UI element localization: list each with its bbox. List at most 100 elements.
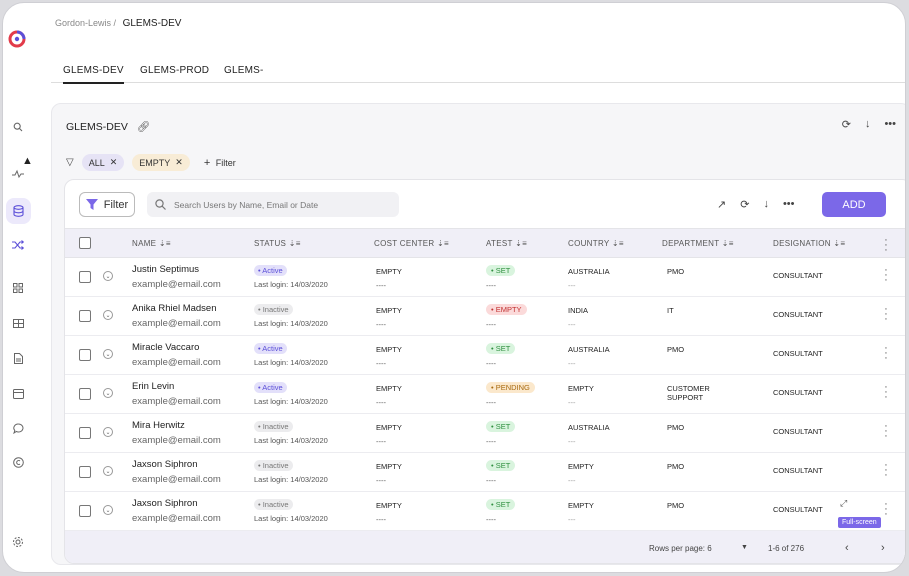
close-icon[interactable]: ✕	[175, 157, 183, 167]
copyright-icon[interactable]	[9, 453, 27, 471]
chevron-right-icon[interactable]: ›	[881, 542, 885, 554]
add-button[interactable]: ADD	[822, 192, 886, 217]
more-icon[interactable]: •••	[782, 198, 795, 210]
status-badge: • Active	[254, 265, 287, 276]
close-icon[interactable]: ✕	[109, 157, 118, 167]
header-designation[interactable]: DESIGNATION ⇣≡	[773, 239, 845, 248]
user-name[interactable]: Jaxson Siphron	[132, 498, 198, 509]
row-menu-icon[interactable]: · · ·	[884, 264, 888, 286]
user-name[interactable]: Anika Rhiel Madsen	[132, 303, 217, 314]
row-checkbox[interactable]	[79, 388, 91, 400]
app-logo-icon[interactable]	[8, 29, 26, 49]
tab-glems[interactable]: GLEMS-	[224, 65, 264, 76]
user-name[interactable]: Justin Septimus	[132, 264, 200, 275]
header-department[interactable]: DEPARTMENT ⇣≡	[662, 239, 734, 248]
shuffle-icon[interactable]	[9, 236, 27, 254]
filter-funnel-icon[interactable]: ▽	[66, 157, 74, 168]
row-checkbox[interactable]	[79, 271, 91, 283]
table-row[interactable]: ⌄ Mira Herwitz example@email.com • Inactive…	[65, 414, 905, 453]
more-icon[interactable]: •••	[884, 118, 896, 130]
refresh-icon[interactable]: ⟳	[841, 119, 851, 131]
cost-center-sub: ----	[376, 476, 386, 485]
row-checkbox[interactable]	[79, 505, 91, 517]
panel-title-text: GLEMS-DEV	[66, 121, 128, 133]
rows-per-page[interactable]: Rows per page: 6	[649, 544, 712, 553]
chip-all[interactable]: ALL ✕	[81, 154, 125, 171]
chip-empty[interactable]: EMPTY ✕	[132, 154, 190, 171]
select-all-checkbox[interactable]	[79, 237, 91, 249]
user-name[interactable]: Jaxson Siphron	[132, 459, 198, 470]
link-icon[interactable]: 🔗︎	[136, 121, 151, 133]
filter-button[interactable]: Filter	[79, 192, 135, 217]
download-icon[interactable]: ↓	[864, 118, 871, 130]
download-icon[interactable]: ↓	[763, 198, 769, 210]
chevron-down-icon[interactable]: ⌄	[103, 505, 113, 515]
chat-icon[interactable]	[9, 419, 27, 437]
add-filter-button[interactable]: + Filter	[198, 157, 236, 169]
chevron-left-icon[interactable]: ‹	[845, 542, 849, 554]
status-badge: • Active	[254, 343, 287, 354]
row-checkbox[interactable]	[79, 349, 91, 361]
user-email: example@email.com	[132, 474, 221, 485]
sort-icon: ⇣≡	[833, 239, 846, 248]
expand-arrow-icon[interactable]: ↗	[717, 199, 727, 211]
table-row[interactable]: ⌄ Jaxson Siphron example@email.com • Inacti…	[65, 453, 905, 492]
header-status[interactable]: STATUS ⇣≡	[254, 239, 301, 248]
row-checkbox[interactable]	[79, 427, 91, 439]
table-row[interactable]: ⌄ Anika Rhiel Madsen example@email.com • In…	[65, 297, 905, 336]
document-icon[interactable]	[9, 349, 27, 367]
header-country[interactable]: COUNTRY ⇣≡	[568, 239, 624, 248]
chevron-down-icon[interactable]: ⌄	[103, 310, 113, 320]
chevron-down-icon[interactable]: ⌄	[103, 466, 113, 476]
table-row[interactable]: ⌄ Miracle Vaccaro example@email.com • Activ…	[65, 336, 905, 375]
tab-glems-dev[interactable]: GLEMS-DEV	[63, 65, 124, 84]
search-icon[interactable]	[9, 118, 27, 136]
row-menu-icon[interactable]: · · ·	[884, 342, 888, 364]
chevron-down-icon[interactable]: ⌄	[103, 349, 113, 359]
status-label: Active	[262, 344, 283, 353]
header-atest-label: ATEST	[486, 239, 513, 248]
database-icon[interactable]	[6, 198, 31, 224]
country-sub: ---	[568, 281, 576, 290]
country: EMPTY	[568, 462, 594, 471]
last-login: Last login: 14/03/2020	[254, 436, 328, 445]
row-menu-icon[interactable]: · · ·	[884, 303, 888, 325]
search-placeholder: Search Users by Name, Email or Date	[174, 199, 319, 210]
column-menu-icon[interactable]: · · ·	[884, 234, 888, 256]
table-icon[interactable]	[9, 314, 27, 332]
grid-icon[interactable]	[9, 279, 27, 297]
atest-badge: • SET	[486, 460, 516, 471]
header-department-label: DEPARTMENT	[662, 239, 720, 248]
chevron-down-icon[interactable]: ▼	[741, 544, 748, 551]
chevron-down-icon[interactable]: ⌄	[103, 427, 113, 437]
refresh-icon[interactable]: ⟳	[740, 199, 750, 211]
department: PMO	[667, 267, 685, 276]
table-row[interactable]: ⌄ Erin Levin example@email.com • Active Last…	[65, 375, 905, 414]
status-badge: • Active	[254, 382, 287, 393]
row-checkbox[interactable]	[79, 466, 91, 478]
user-name[interactable]: Mira Herwitz	[132, 420, 185, 431]
row-menu-icon[interactable]: · · ·	[884, 420, 888, 442]
row-menu-icon[interactable]: · · ·	[884, 459, 888, 481]
tab-glems-prod[interactable]: GLEMS-PROD	[140, 65, 210, 76]
row-menu-icon[interactable]: · · ·	[884, 381, 888, 403]
settings-icon[interactable]	[9, 533, 27, 551]
table-row[interactable]: ⌄ Justin Septimus example@email.com • Activ…	[65, 258, 905, 297]
row-checkbox[interactable]	[79, 310, 91, 322]
chevron-down-icon[interactable]: ⌄	[103, 388, 113, 398]
user-name[interactable]: Erin Levin	[132, 381, 175, 392]
user-email: example@email.com	[132, 513, 221, 524]
designation: CONSULTANT	[773, 388, 823, 397]
search-input[interactable]: Search Users by Name, Email or Date	[147, 192, 399, 217]
table-row[interactable]: ⌄ Jaxson Siphron example@email.com • Inacti…	[65, 492, 905, 531]
chevron-down-icon[interactable]: ⌄	[103, 271, 113, 281]
breadcrumb-parent[interactable]: Gordon-Lewis	[55, 18, 112, 28]
header-cost-center[interactable]: COST CENTER ⇣≡	[374, 239, 449, 248]
row-menu-icon[interactable]: · · ·	[884, 498, 888, 520]
fullscreen-icon[interactable]: ⤢	[840, 498, 848, 508]
user-name[interactable]: Miracle Vaccaro	[132, 342, 200, 353]
header-atest[interactable]: ATEST ⇣≡	[486, 239, 527, 248]
activity-icon[interactable]	[9, 165, 27, 183]
calendar-icon[interactable]	[9, 384, 27, 402]
header-name[interactable]: NAME ⇣≡	[132, 239, 171, 248]
